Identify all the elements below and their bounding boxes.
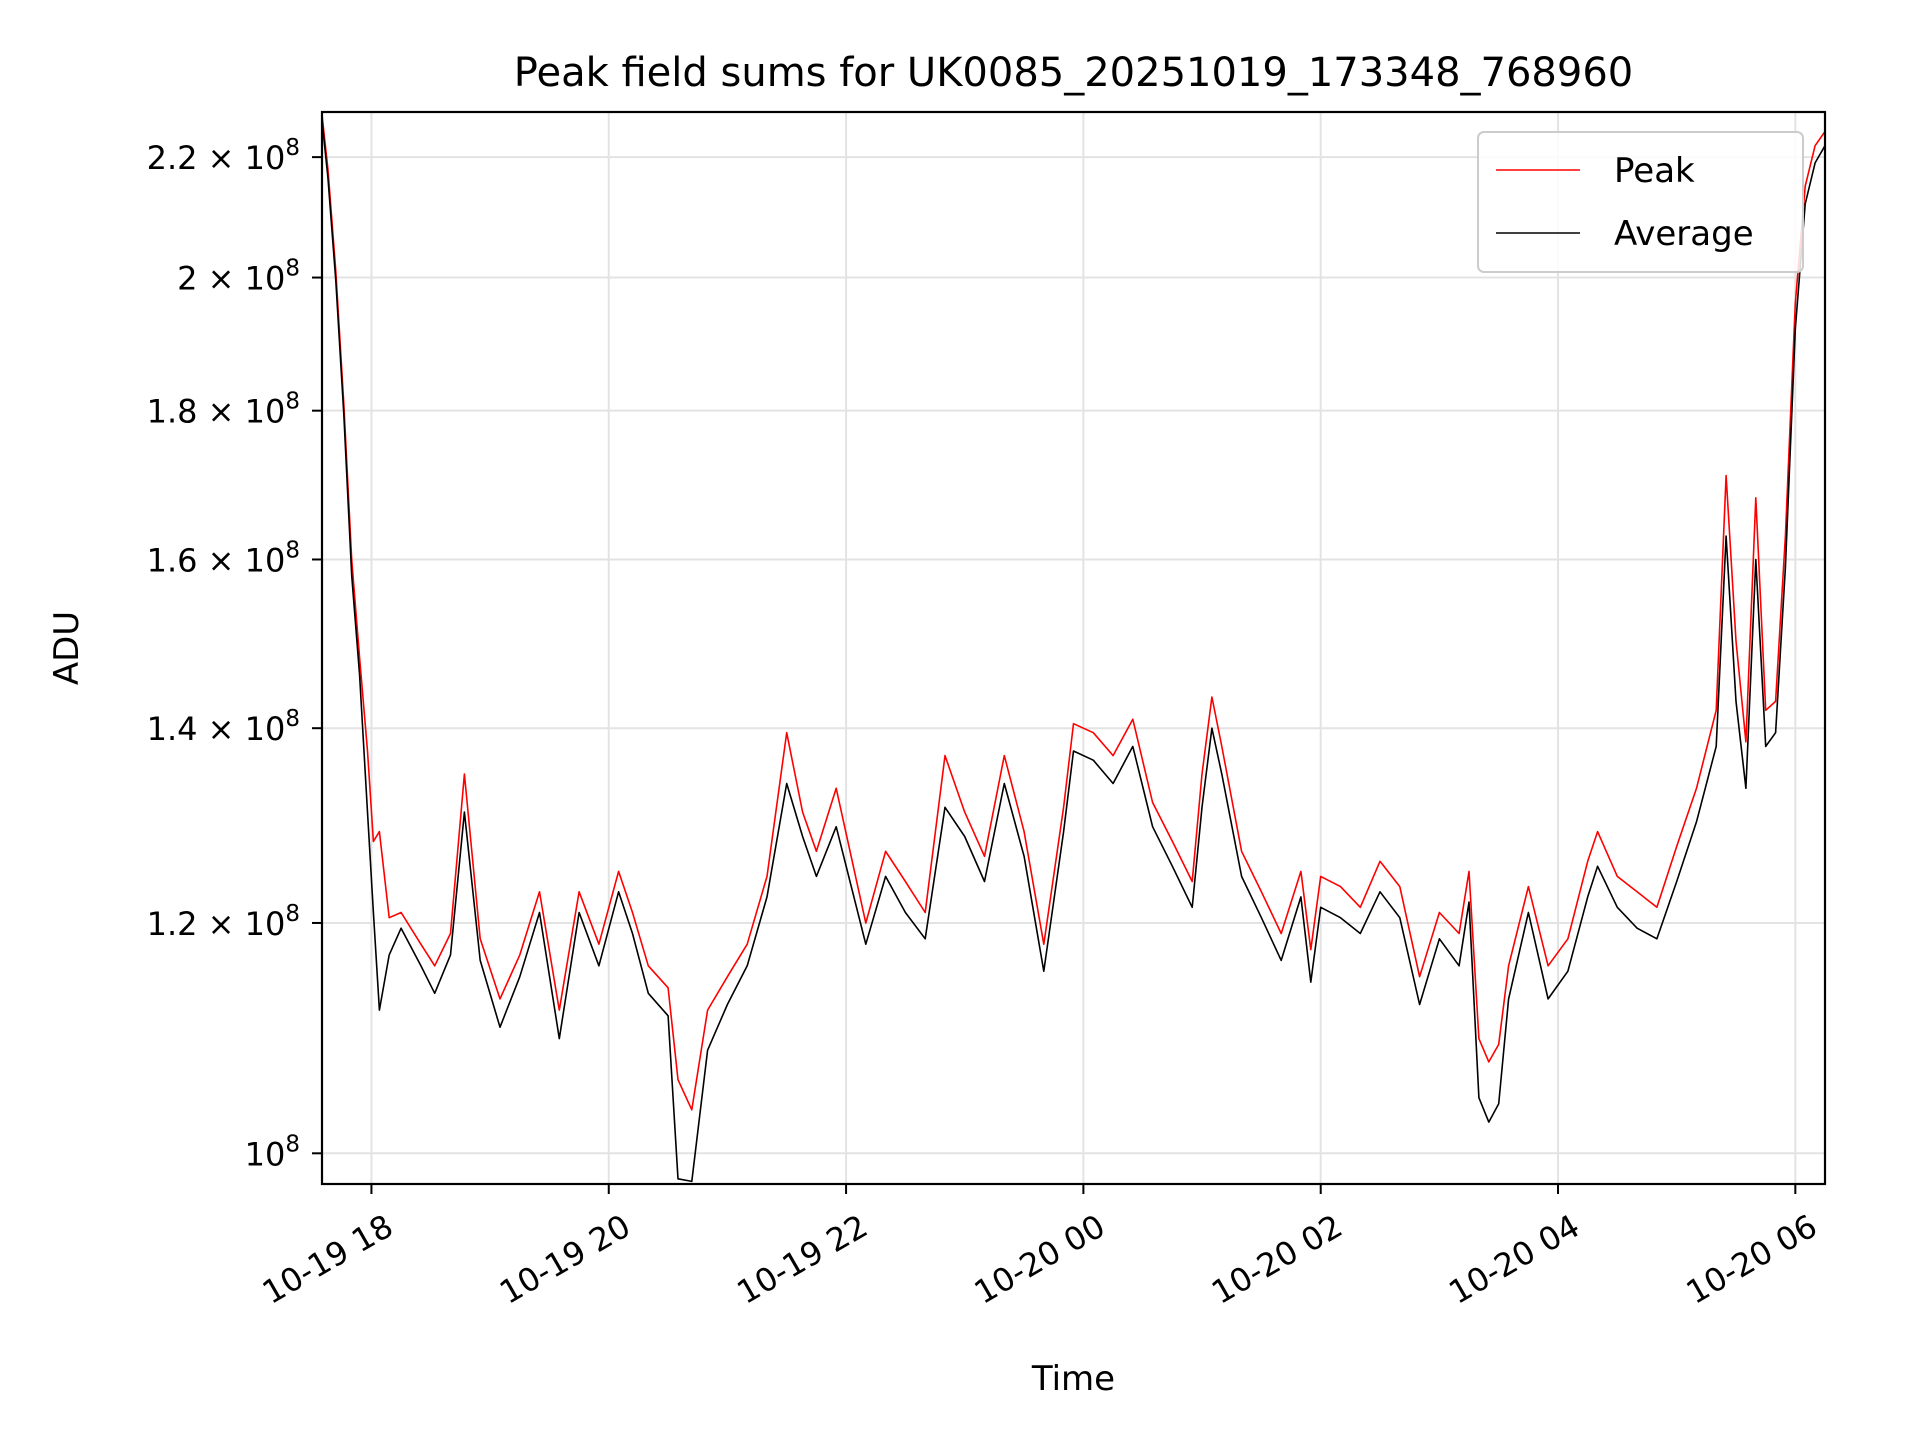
chart-title: Peak field sums for UK0085_20251019_1733…: [514, 50, 1633, 96]
series-line-average: [321, 120, 1826, 1183]
y-tick-label: 2.2 × 108: [147, 135, 300, 177]
plot-frame: [320, 110, 1827, 1186]
legend: Peak Average: [1477, 131, 1804, 273]
y-tick-label: 108: [245, 1131, 300, 1173]
y-tick-label: 1.8 × 108: [147, 389, 300, 431]
legend-box: [1477, 131, 1804, 273]
y-axis-ticks: 108 1.2 × 108 1.4 × 108 1.6 × 108 1.8 × 108 2…: [147, 135, 322, 1173]
y-tick-label: 1.6 × 108: [147, 537, 300, 579]
x-axis-label: Time: [1031, 1359, 1115, 1399]
y-axis-label: ADU: [47, 611, 87, 685]
y-tick-label: 1.2 × 108: [147, 901, 300, 943]
series-lines: [321, 114, 1826, 1183]
y-tick-label: 2 × 108: [177, 256, 300, 298]
series-line-peak: [321, 114, 1826, 1111]
y-tick-label: 1.4 × 108: [147, 706, 300, 748]
legend-label-peak: Peak: [1614, 151, 1695, 191]
legend-label-average: Average: [1614, 214, 1754, 254]
